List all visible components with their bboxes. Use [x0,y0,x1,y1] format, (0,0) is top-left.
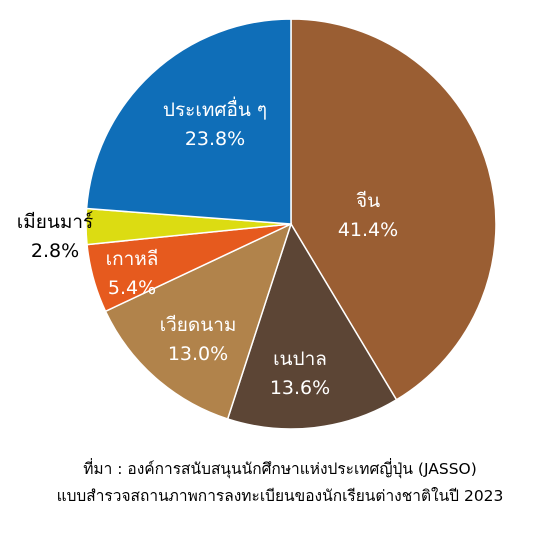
slice-category-label-4: เกาหลี [106,248,159,270]
slice-category-label-5: เมียนมาร์ [17,211,94,233]
pie-slice-3 [104,222,293,420]
pie-slice-6 [85,18,292,225]
source-line-1: ที่มา : องค์การสนับสนุนนักศึกษาแห่งประเท… [83,460,477,478]
slice-category-label-3: เวียดนาม [160,314,237,336]
source-line-2: แบบสำรวจสถานภาพการลงทะเบียนของนักเรียนต่… [56,487,504,505]
pie-slice-1 [290,18,497,401]
slice-category-label-6: ประเทศอื่น ๆ [163,96,267,121]
source-note: ที่มา : องค์การสนับสนุนนักศึกษาแห่งประเท… [0,456,560,510]
slice-value-label-3: 13.0% [168,343,228,365]
slice-category-label-1: จีน [356,190,380,212]
pie-chart-svg: จีน 41.4% เนปาล 13.6% เวียดนาม 13.0% เกาหลี 5.4… [17,18,497,430]
pie-slice-2 [226,222,398,430]
slice-category-label-2: เนปาล [273,348,327,370]
slice-value-label-4: 5.4% [108,277,156,299]
slice-value-label-1: 41.4% [338,219,398,241]
slice-value-label-6: 23.8% [185,128,245,150]
slice-value-label-2: 13.6% [270,377,330,399]
slice-value-label-5: 2.8% [31,240,79,262]
pie-chart: จีน 41.4% เนปาล 13.6% เวียดนาม 13.0% เกาหลี 5.4… [17,18,497,430]
